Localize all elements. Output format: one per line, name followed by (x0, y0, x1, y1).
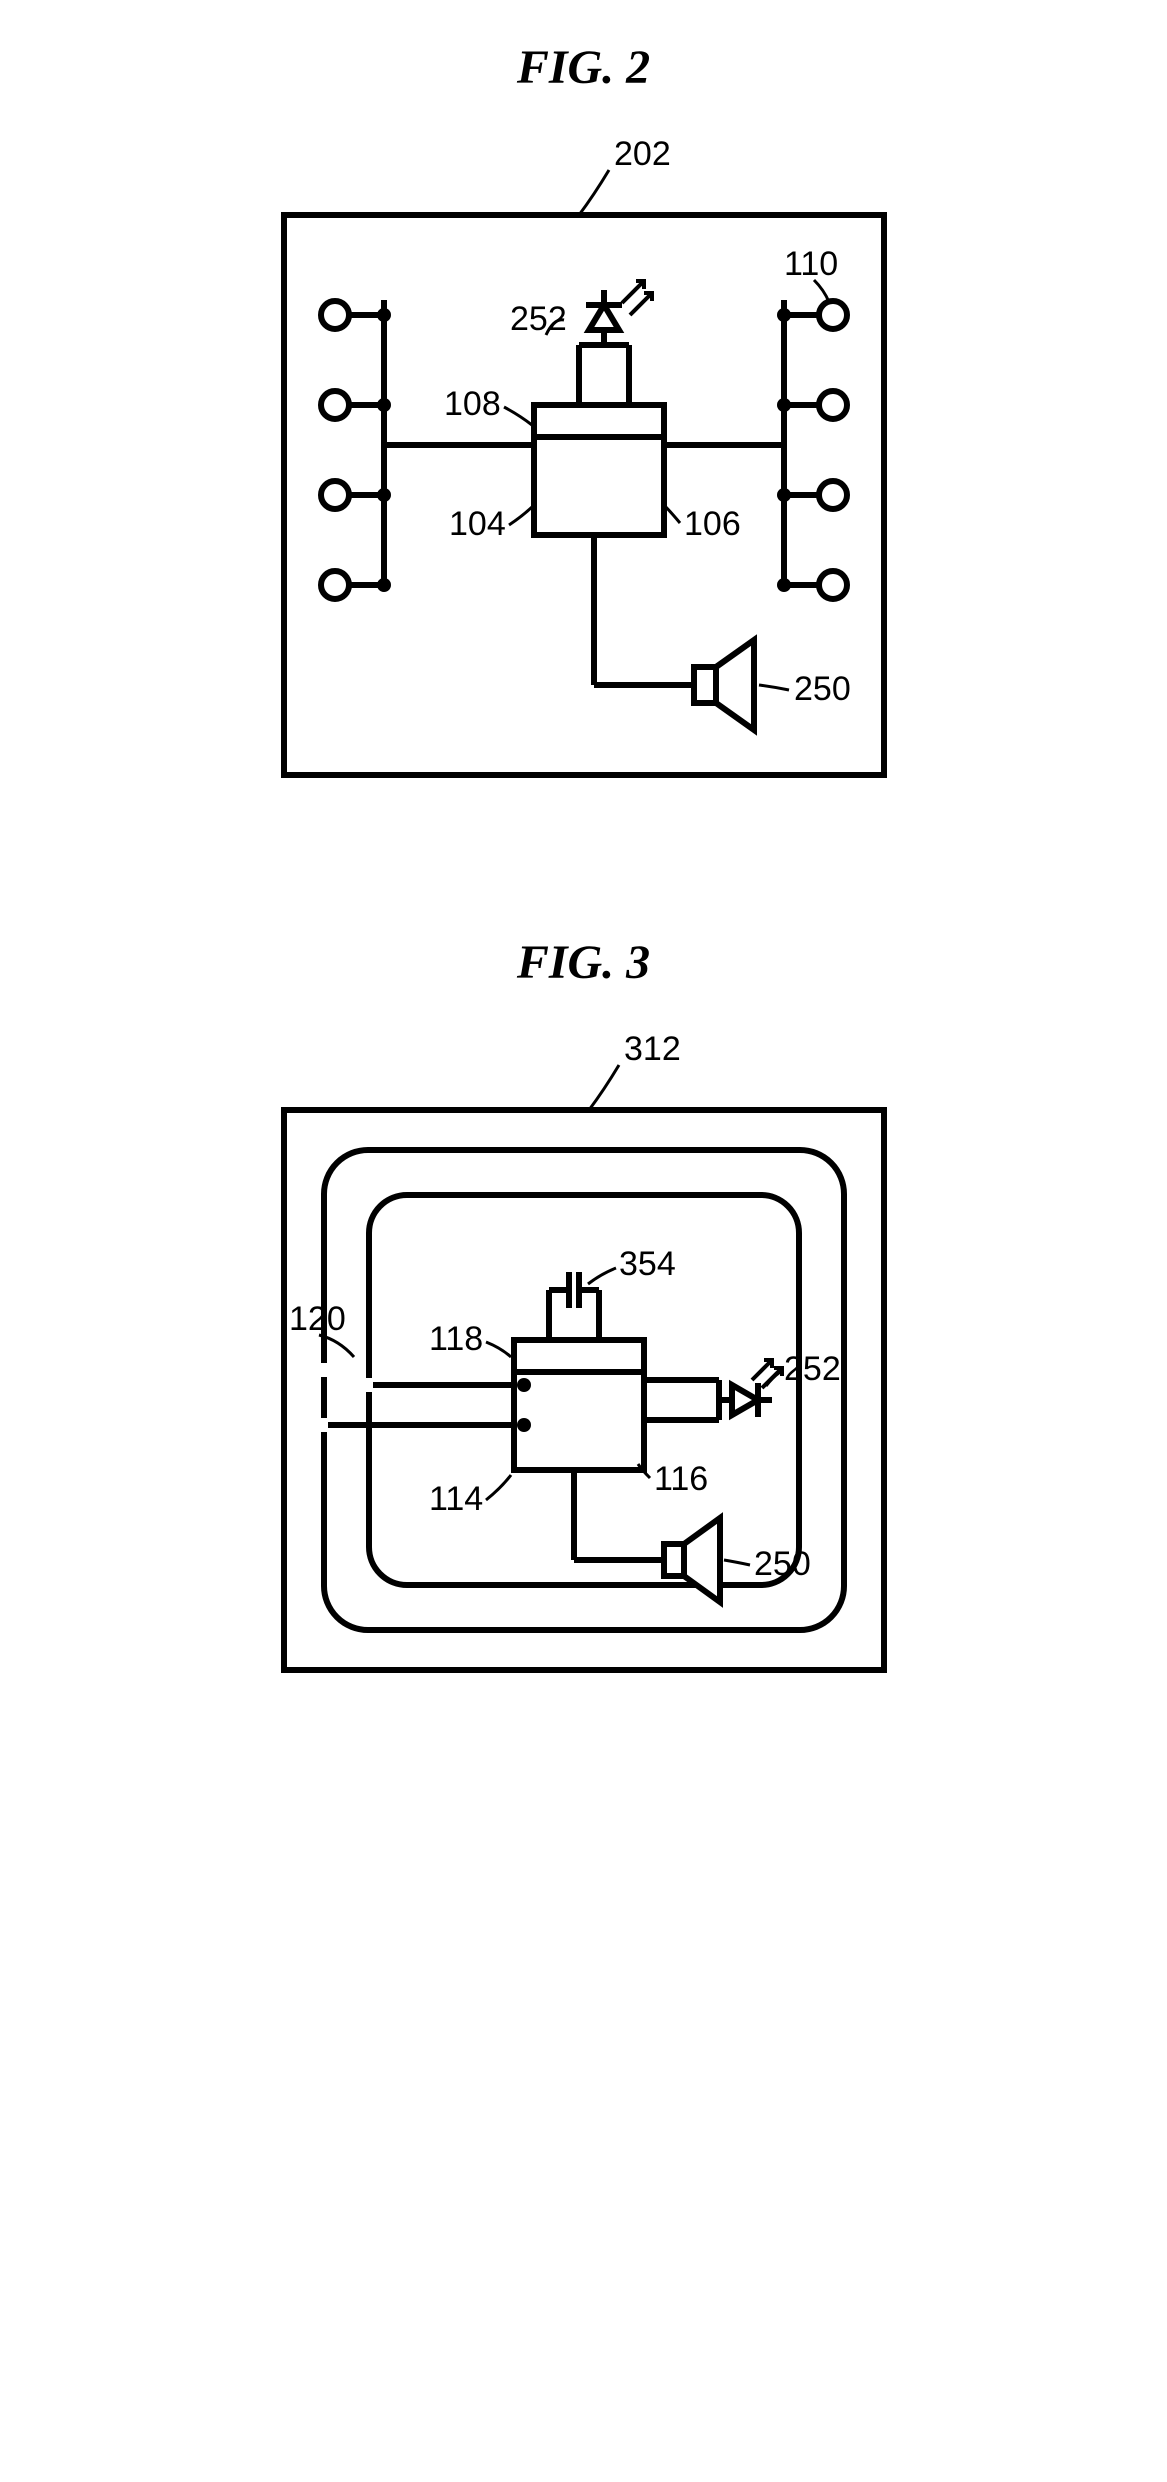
speaker-icon (694, 640, 754, 730)
ref-108: 108 (444, 385, 501, 423)
ref-120: 120 (289, 1300, 346, 1338)
fig2-title: FIG. 2 (517, 40, 650, 95)
controller-block (534, 405, 664, 535)
ref-104: 104 (449, 505, 506, 543)
ref-116: 116 (654, 1460, 708, 1498)
ref-354: 354 (619, 1245, 676, 1283)
fig3-svg: 312 120 118 114 (224, 1010, 944, 1750)
ref-312: 312 (624, 1030, 681, 1068)
ref-114: 114 (429, 1480, 483, 1518)
ref-250-f3: 250 (754, 1545, 811, 1583)
ref-118: 118 (429, 1320, 483, 1358)
ref-252-f3: 252 (784, 1350, 841, 1388)
ref-202: 202 (614, 135, 671, 173)
controller-block-3 (514, 1340, 644, 1470)
ref-106: 106 (684, 505, 741, 543)
left-terminals (321, 301, 391, 599)
speaker-icon-3 (664, 1518, 720, 1602)
ref-250-fig2: 250 (794, 670, 851, 708)
fig2-svg: 202 (224, 115, 944, 855)
fig3-title: FIG. 3 (517, 935, 650, 990)
right-terminals (777, 301, 847, 599)
ref-110: 110 (784, 245, 838, 283)
